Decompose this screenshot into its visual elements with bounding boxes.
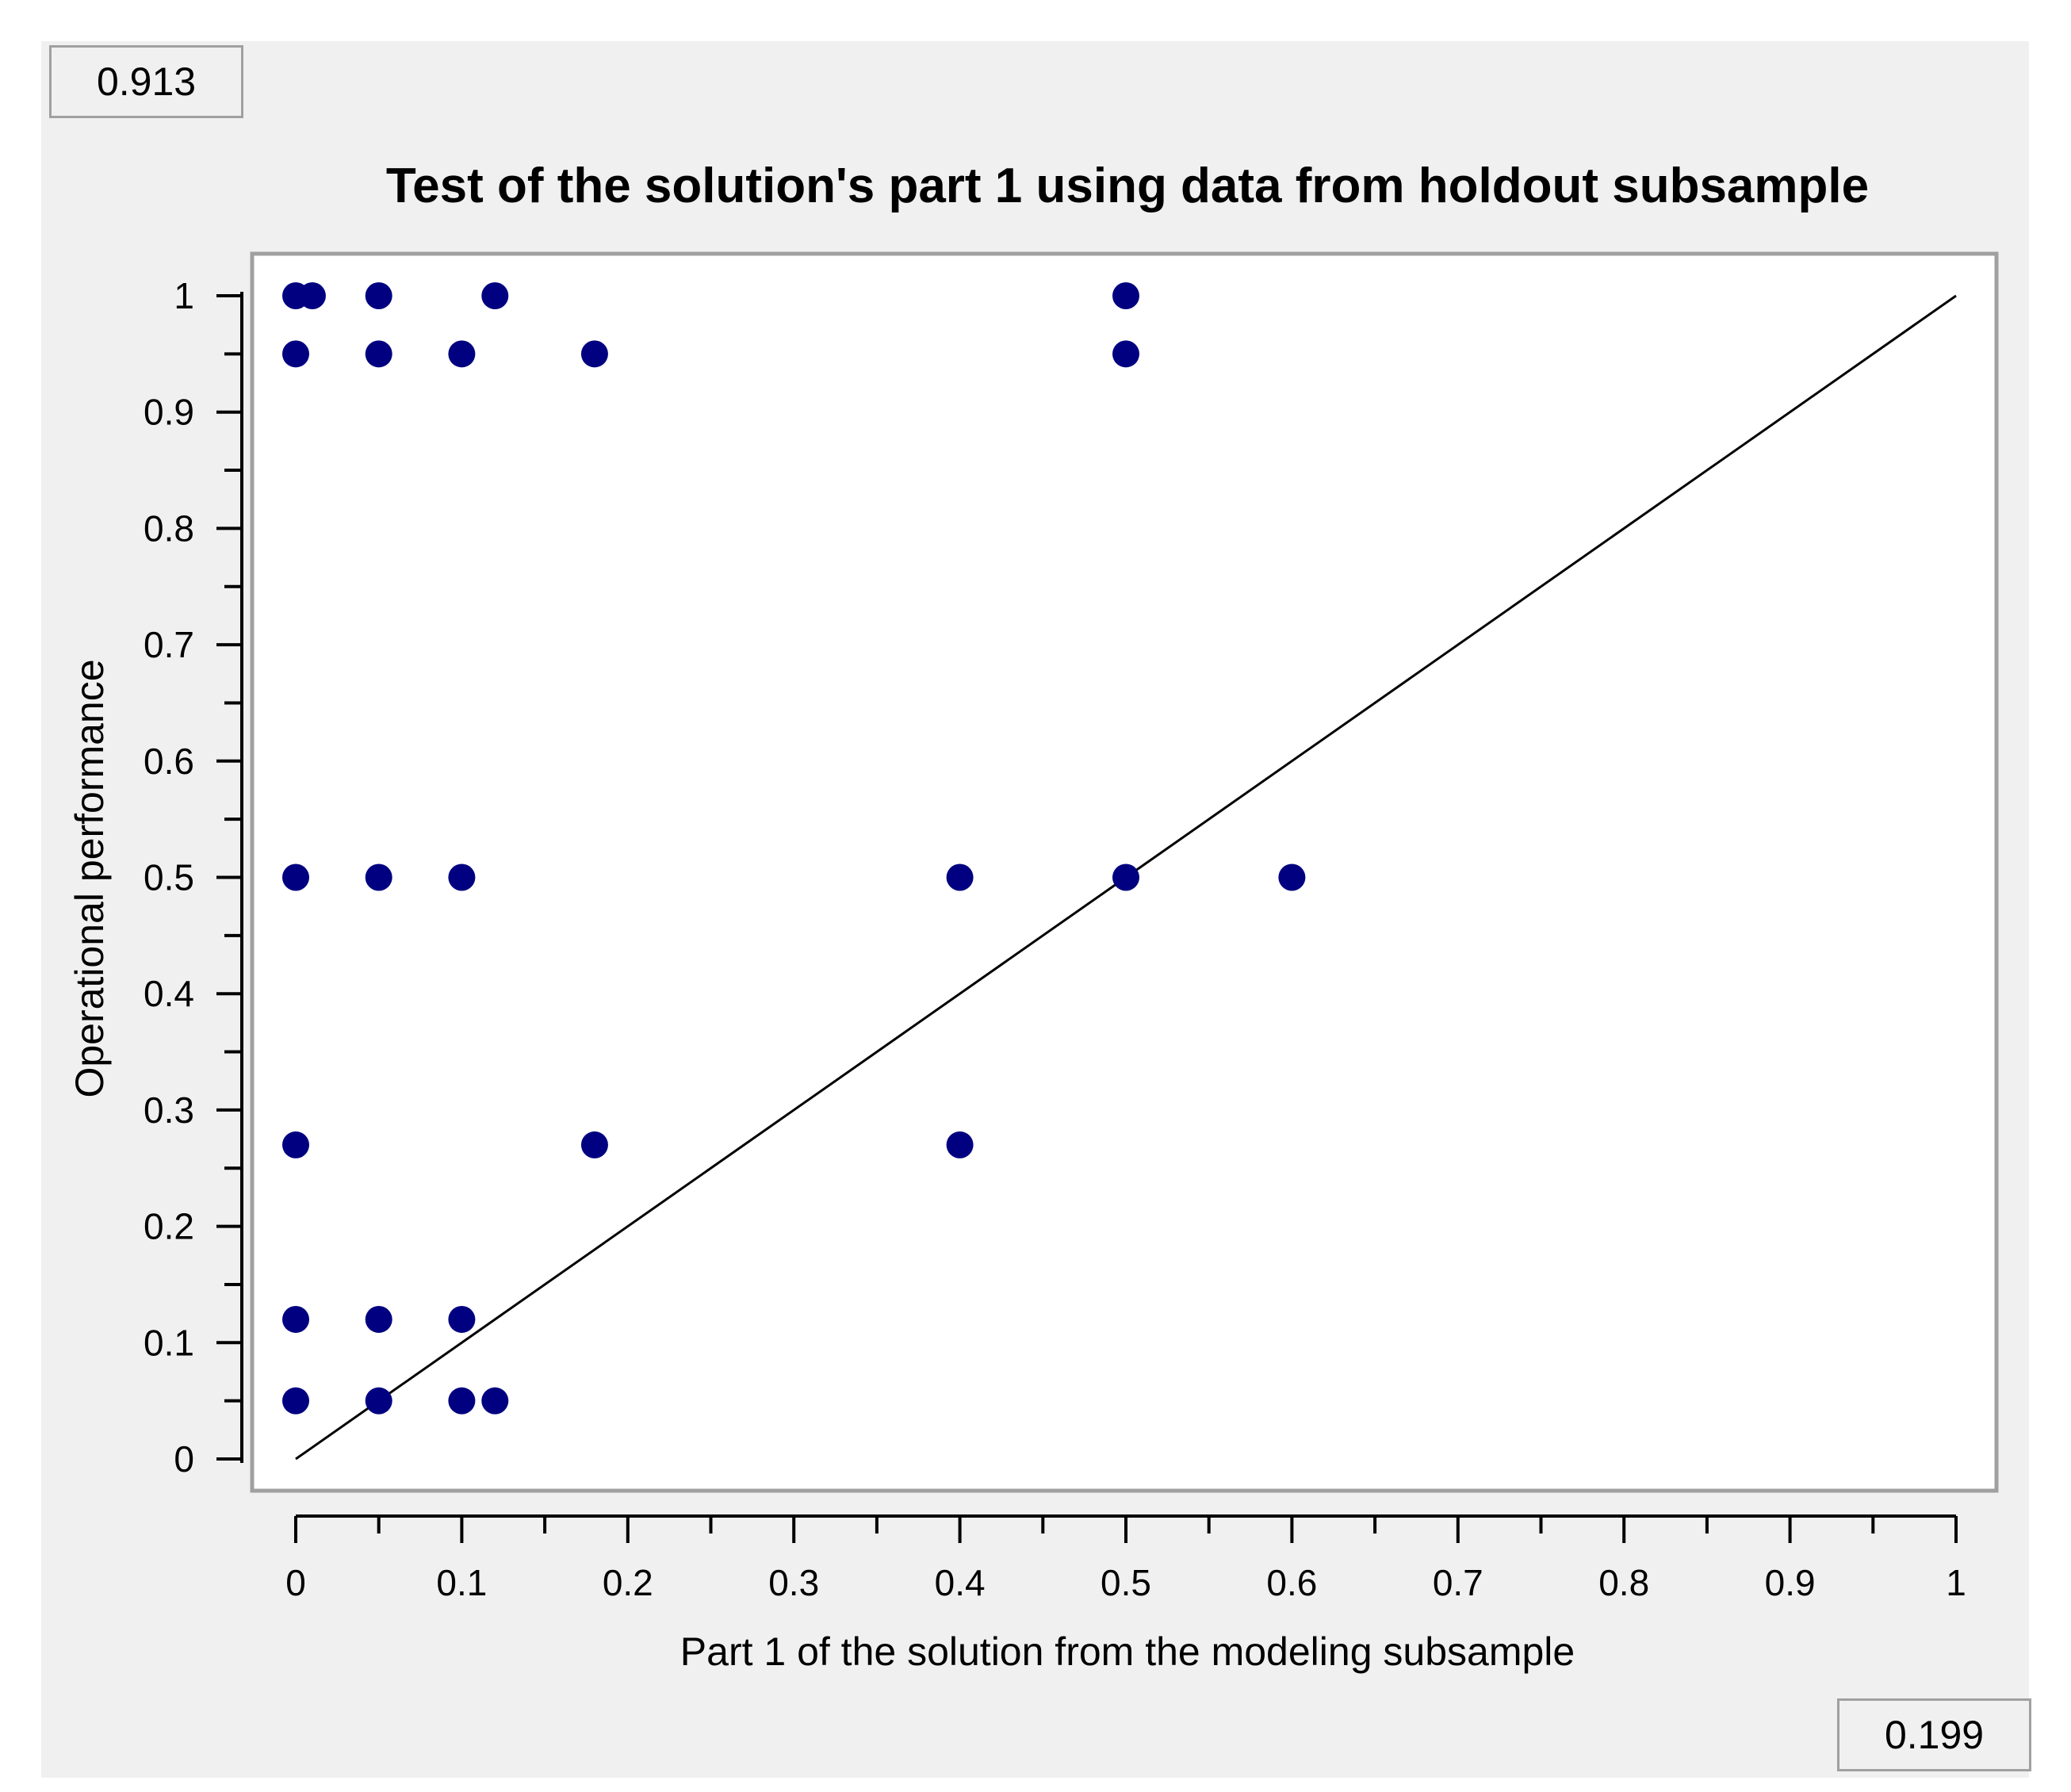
y-tick-label: 0.2 <box>144 1206 194 1247</box>
y-tick-label: 0.4 <box>144 973 194 1014</box>
y-tick-label: 0 <box>174 1438 194 1480</box>
data-point <box>282 1387 309 1415</box>
x-tick-label: 0.6 <box>1266 1562 1317 1603</box>
y-tick-label: 0.7 <box>144 624 194 665</box>
data-point <box>282 1131 309 1158</box>
y-tick-label: 0.5 <box>144 857 194 898</box>
y-axis-label: Operational performance <box>67 659 112 1097</box>
data-point <box>481 282 509 309</box>
x-tick-label: 0.8 <box>1598 1562 1649 1603</box>
x-tick-label: 1 <box>1946 1562 1966 1603</box>
data-point <box>946 863 974 891</box>
x-tick-label: 0.4 <box>935 1562 986 1603</box>
y-tick-label: 0.6 <box>144 741 194 782</box>
x-tick-label: 0.2 <box>603 1562 653 1603</box>
data-point <box>282 1305 309 1333</box>
data-point <box>298 282 326 309</box>
data-point <box>580 1131 608 1158</box>
x-tick-label: 0.1 <box>436 1562 487 1603</box>
y-tick-label: 0.9 <box>144 392 194 433</box>
top-value-readout[interactable]: 0.913 <box>49 45 243 118</box>
x-tick-label: 0 <box>285 1562 306 1603</box>
data-point <box>282 340 309 368</box>
data-point <box>1278 863 1306 891</box>
data-point <box>481 1387 509 1415</box>
y-tick-label: 1 <box>174 275 194 316</box>
bottom-value-readout[interactable]: 0.199 <box>1837 1698 2031 1771</box>
data-point <box>365 1387 392 1415</box>
data-point <box>580 340 608 368</box>
y-tick-label: 0.8 <box>144 507 194 549</box>
x-tick-label: 0.9 <box>1765 1562 1816 1603</box>
data-point <box>365 863 392 891</box>
x-tick-label: 0.5 <box>1101 1562 1151 1603</box>
data-point <box>1112 340 1139 368</box>
y-tick-label: 0.3 <box>144 1089 194 1131</box>
data-point <box>365 1305 392 1333</box>
x-tick-label: 0.7 <box>1433 1562 1483 1603</box>
y-tick-label: 0.1 <box>144 1322 194 1363</box>
data-point <box>1112 282 1139 309</box>
chart-title: Test of the solution's part 1 using data… <box>386 159 1869 213</box>
data-point <box>946 1131 974 1158</box>
data-point <box>448 340 476 368</box>
data-point <box>448 1387 476 1415</box>
data-point <box>1112 863 1139 891</box>
x-tick-label: 0.3 <box>768 1562 819 1603</box>
data-point <box>448 863 476 891</box>
data-point <box>282 863 309 891</box>
x-axis-label: Part 1 of the solution from the modeling… <box>680 1629 1575 1674</box>
data-point <box>448 1305 476 1333</box>
data-point <box>365 340 392 368</box>
data-point <box>365 282 392 309</box>
